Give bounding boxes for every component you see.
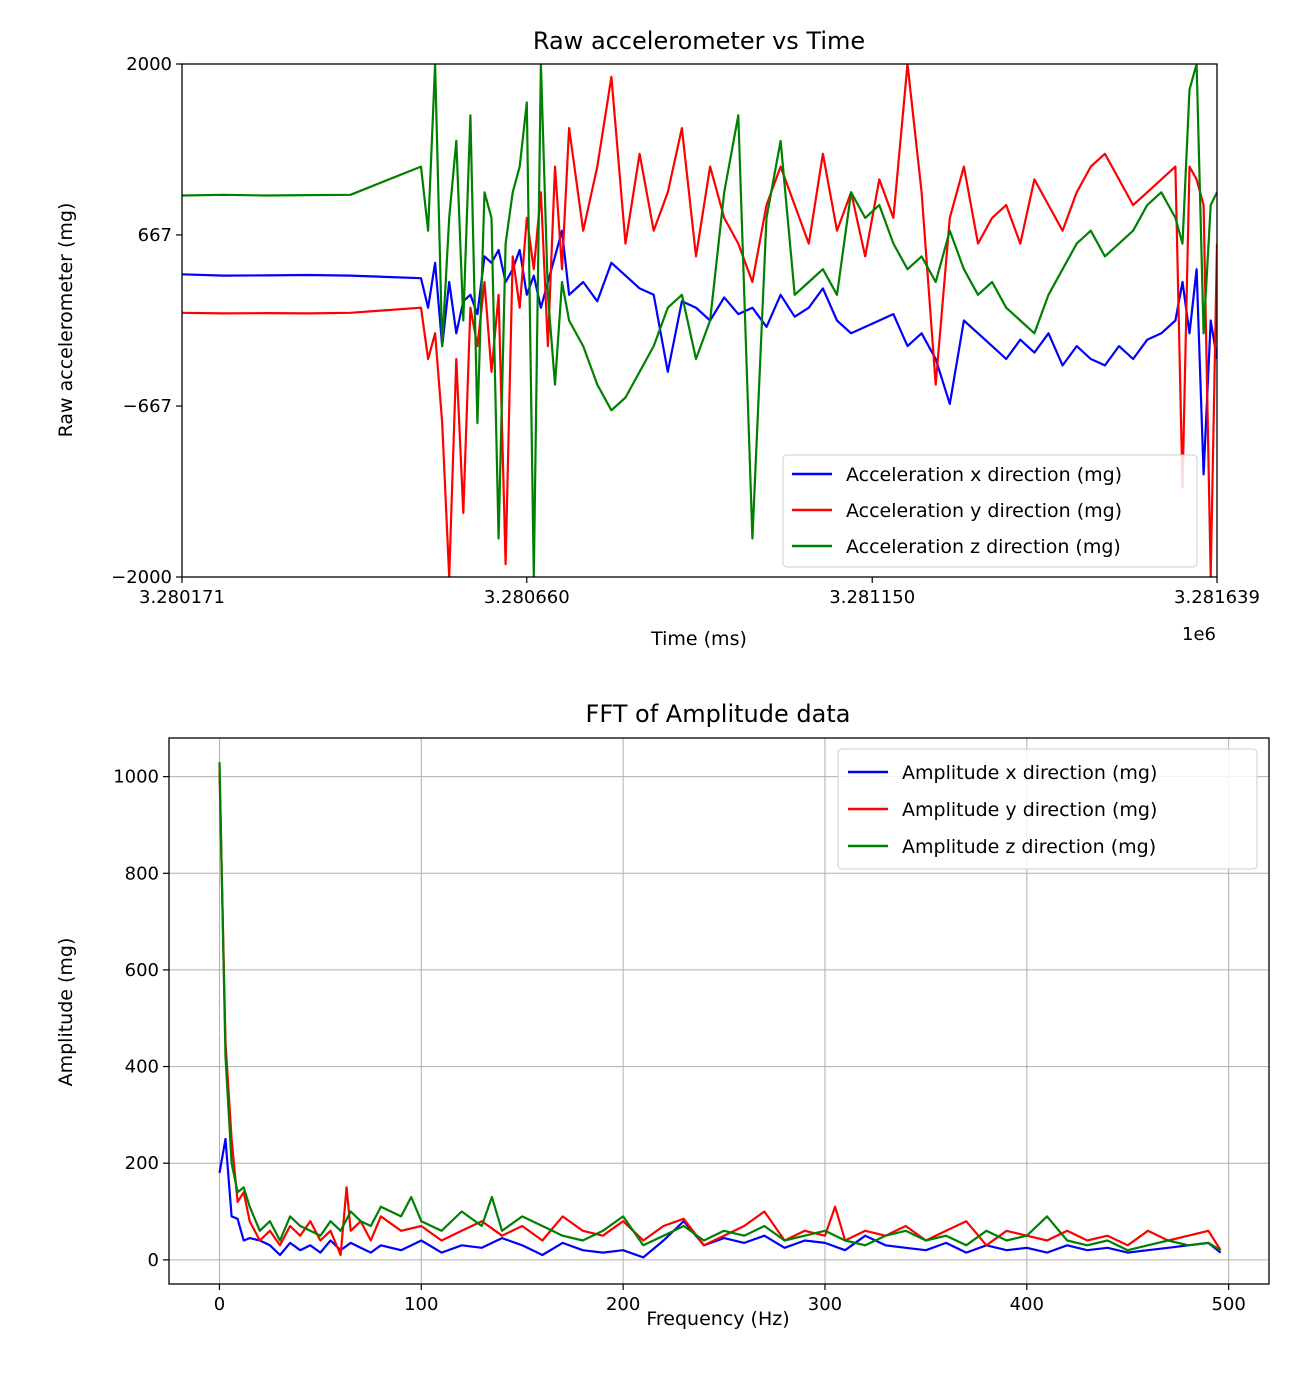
chart2-legend-box [837,748,1258,870]
chart2-legend: Amplitude x direction (mg) Amplitude y di… [837,748,1258,870]
legend-label-3: Amplitude z direction (mg) [902,836,1156,858]
y-tick-label: 200 [125,1153,159,1174]
chart1-title: Raw accelerometer vs Time [533,27,865,55]
legend-label-3: Acceleration z direction (mg) [846,536,1121,558]
x-tick-label: 3.281150 [829,587,915,608]
chart2-ylabel: Amplitude (mg) [55,938,77,1087]
y-tick-label: 600 [125,960,159,981]
chart-fft: FFT of Amplitude data Frequency (Hz) Amp… [55,700,1270,1330]
y-tick-label: −667 [123,396,172,417]
legend-label-1: Acceleration x direction (mg) [846,464,1122,486]
chart1-frame [181,63,1218,578]
chart-raw-accelerometer: Raw accelerometer vs Time Time (ms) Raw … [55,27,1260,650]
chart2-xlabel: Frequency (Hz) [646,1308,789,1330]
legend-label-2: Acceleration y direction (mg) [846,500,1122,522]
series-line-2 [182,64,1217,577]
chart1-x-offset-label: 1e6 [1182,624,1216,645]
y-tick-label: 1000 [113,767,159,788]
chart2-ticks: 0 100 200 300 400 500 0 200 400 600 800 1000 [113,767,1246,1315]
chart1-ticks: 3.280171 3.280660 3.281150 3.281639 2000 667 −… [111,54,1260,608]
x-tick-label: 3.280171 [139,587,225,608]
legend-label-2: Amplitude y direction (mg) [902,799,1157,821]
chart2-frame [168,737,1270,1285]
legend-label-1: Amplitude x direction (mg) [902,762,1157,784]
series-line-1 [218,1137,1222,1259]
x-tick-label: 500 [1211,1294,1245,1315]
y-tick-label: 800 [125,863,159,884]
y-tick-label: 667 [138,225,172,246]
series-line-3 [182,64,1217,577]
y-tick-label: 400 [125,1057,159,1078]
x-tick-label: 0 [214,1294,225,1315]
series-line-2 [218,771,1222,1257]
chart2-title: FFT of Amplitude data [586,700,851,728]
y-tick-label: 0 [148,1250,159,1271]
x-tick-label: 300 [808,1294,842,1315]
chart1-legend: Acceleration x direction (mg) Acceleratio… [782,454,1198,568]
series-line-3 [218,762,1222,1252]
x-tick-label: 200 [606,1294,640,1315]
x-tick-label: 3.280660 [484,587,570,608]
chart2-grid [169,738,1269,1284]
y-tick-label: −2000 [111,567,172,588]
chart2-series [218,762,1222,1259]
x-tick-label: 100 [404,1294,438,1315]
chart1-legend-box [782,454,1198,568]
chart1-xlabel: Time (ms) [650,628,747,650]
y-tick-label: 2000 [126,54,172,75]
chart1-ylabel: Raw accelerometer (mg) [55,203,77,438]
x-tick-label: 400 [1010,1294,1044,1315]
x-tick-label: 3.281639 [1174,587,1260,608]
chart1-series [182,64,1217,577]
